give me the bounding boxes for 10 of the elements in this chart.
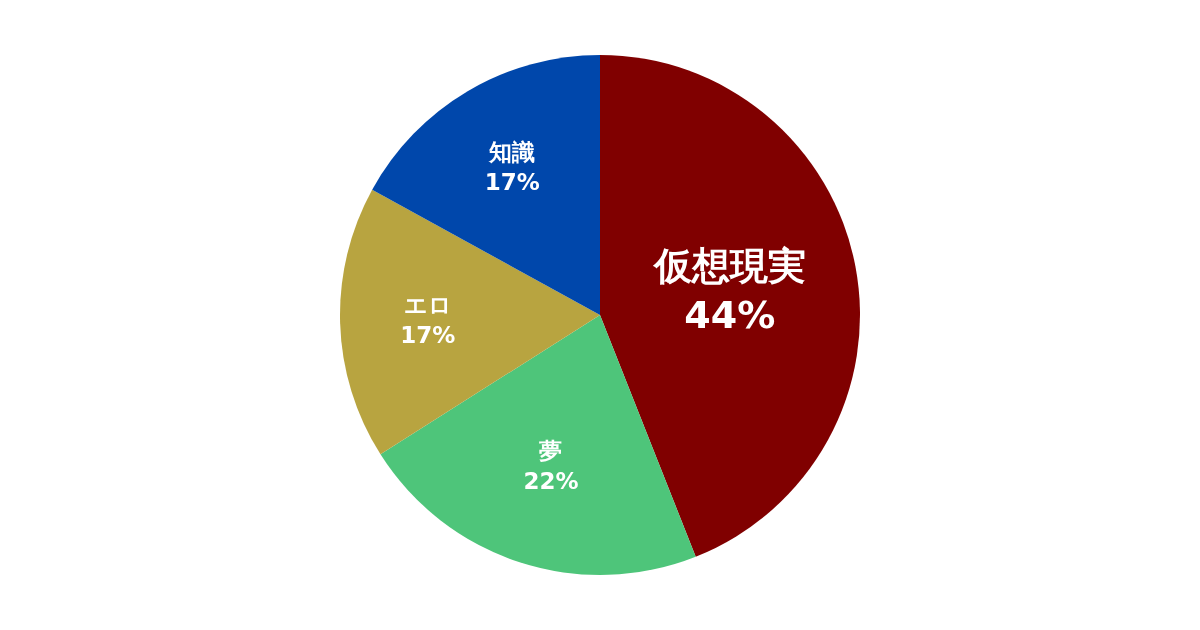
pie-slice <box>372 55 600 315</box>
data-label: 17% <box>484 168 540 195</box>
data-label: 22% <box>523 467 579 494</box>
data-label: 17% <box>400 322 456 349</box>
data-label: 44% <box>684 293 776 338</box>
slice-label: 夢 <box>539 438 563 465</box>
slice-label: エロ <box>403 292 452 319</box>
pie-slice <box>600 55 860 557</box>
slice-label: 仮想現実 <box>651 243 806 288</box>
slice-label: 知識 <box>488 138 536 165</box>
